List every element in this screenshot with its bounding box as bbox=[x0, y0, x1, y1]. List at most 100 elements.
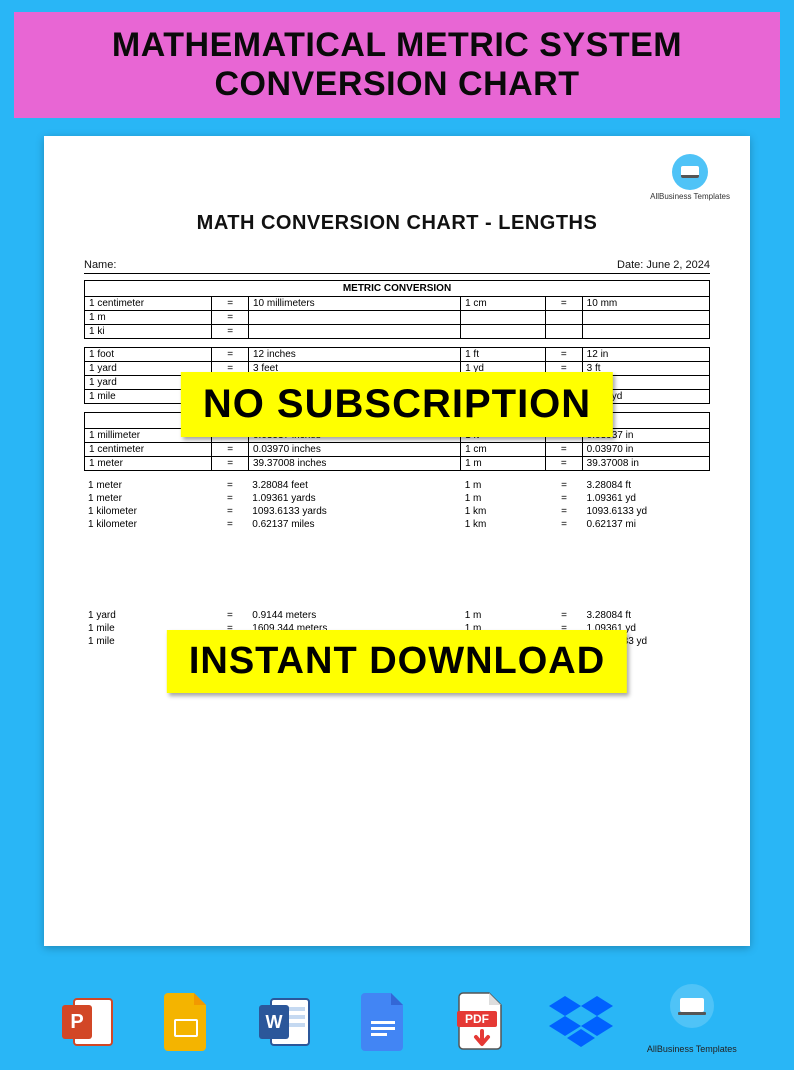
cell: 1093.6133 yards bbox=[248, 505, 460, 518]
document-title: MATH CONVERSION CHART - LENGTHS bbox=[84, 212, 710, 235]
powerpoint-icon[interactable]: P bbox=[57, 990, 121, 1054]
cell: = bbox=[546, 505, 583, 518]
cell bbox=[582, 325, 709, 339]
overlay-no-subscription: NO SUBSCRIPTION bbox=[181, 372, 613, 437]
cell: 1 meter bbox=[85, 457, 212, 471]
cell: 1 ki bbox=[85, 325, 212, 339]
cell: 0.03970 inches bbox=[249, 443, 461, 457]
table-row: 1 kilometer=0.62137 miles1 km=0.62137 mi bbox=[84, 518, 710, 531]
cell: 12 in bbox=[582, 348, 709, 362]
cell: 1 meter bbox=[84, 492, 211, 505]
brand-logo-corner: AllBusiness Templates bbox=[650, 154, 730, 201]
cell: = bbox=[212, 311, 249, 325]
cell bbox=[249, 311, 461, 325]
cell: = bbox=[211, 492, 248, 505]
cell: 1 cm bbox=[461, 297, 546, 311]
cell: 10 millimeters bbox=[249, 297, 461, 311]
cell bbox=[461, 311, 546, 325]
cell: = bbox=[546, 518, 583, 531]
cell: = bbox=[211, 609, 248, 622]
table-row: 1 ki= bbox=[85, 325, 710, 339]
allbusiness-icon[interactable]: AllBusiness Templates bbox=[647, 978, 737, 1054]
cell: = bbox=[212, 325, 249, 339]
cell: = bbox=[212, 348, 249, 362]
pdf-icon[interactable]: PDF bbox=[450, 990, 514, 1054]
document-preview: AllBusiness Templates MATH CONVERSION CH… bbox=[44, 136, 750, 946]
cell: 1 m bbox=[461, 609, 546, 622]
name-date-row: Name: Date: June 2, 2024 bbox=[84, 259, 710, 274]
google-slides-icon[interactable] bbox=[155, 990, 219, 1054]
cell bbox=[249, 325, 461, 339]
cell: 1 m bbox=[461, 479, 546, 492]
laptop-icon bbox=[672, 154, 708, 190]
table-row: 1 meter=1.09361 yards1 m=1.09361 yd bbox=[84, 492, 710, 505]
google-docs-icon[interactable] bbox=[352, 990, 416, 1054]
cell: = bbox=[545, 297, 582, 311]
cell: 1 cm bbox=[461, 443, 546, 457]
date-label: Date: June 2, 2024 bbox=[617, 259, 710, 271]
cell: = bbox=[212, 297, 249, 311]
cell: 1 centimeter bbox=[85, 443, 212, 457]
table-row: 1 m= bbox=[85, 311, 710, 325]
svg-text:W: W bbox=[265, 1012, 282, 1032]
cell: 0.62137 miles bbox=[248, 518, 460, 531]
name-label: Name: bbox=[84, 259, 116, 271]
table-row: 1 meter=3.28084 feet1 m=3.28084 ft bbox=[84, 479, 710, 492]
cell: = bbox=[211, 505, 248, 518]
cell: = bbox=[211, 518, 248, 531]
cell: = bbox=[545, 443, 582, 457]
format-icon-row: P W PDF AllBusiness Templates bbox=[0, 978, 794, 1054]
cell: 3.28084 ft bbox=[582, 479, 710, 492]
metric-to-standard-open: 1 meter=3.28084 feet1 m=3.28084 ft1 mete… bbox=[84, 479, 710, 531]
svg-text:P: P bbox=[70, 1011, 83, 1033]
cell: 1 centimeter bbox=[85, 297, 212, 311]
table-row: 1 centimeter=10 millimeters1 cm=10 mm bbox=[85, 297, 710, 311]
cell: 10 mm bbox=[582, 297, 709, 311]
cell: 1 kilometer bbox=[84, 518, 211, 531]
cell: = bbox=[545, 348, 582, 362]
cell: 1.09361 yd bbox=[582, 492, 710, 505]
table-row: 1 foot=12 inches1 ft=12 in bbox=[85, 348, 710, 362]
cell: = bbox=[212, 457, 249, 471]
cell: 39.37008 inches bbox=[249, 457, 461, 471]
cell bbox=[582, 311, 709, 325]
cell: 1 meter bbox=[84, 479, 211, 492]
brand-label-footer: AllBusiness Templates bbox=[647, 1044, 737, 1054]
banner-title: MATHEMATICAL METRIC SYSTEM CONVERSION CH… bbox=[24, 26, 770, 104]
cell: 1 ft bbox=[461, 348, 546, 362]
svg-text:PDF: PDF bbox=[465, 1012, 489, 1026]
cell: 1 yard bbox=[84, 609, 211, 622]
cell bbox=[545, 325, 582, 339]
cell: 1 kilometer bbox=[84, 505, 211, 518]
dropbox-icon[interactable] bbox=[549, 990, 613, 1054]
cell: 0.62137 mi bbox=[582, 518, 710, 531]
cell: = bbox=[212, 443, 249, 457]
cell: 1093.6133 yd bbox=[582, 505, 710, 518]
cell: 12 inches bbox=[249, 348, 461, 362]
cell: 1 m bbox=[85, 311, 212, 325]
table-row: 1 centimeter=0.03970 inches1 cm=0.03970 … bbox=[85, 443, 710, 457]
brand-label: AllBusiness Templates bbox=[650, 192, 730, 201]
cell: = bbox=[546, 609, 583, 622]
cell: 3.28084 ft bbox=[582, 609, 710, 622]
cell: 1 m bbox=[461, 457, 546, 471]
title-banner: MATHEMATICAL METRIC SYSTEM CONVERSION CH… bbox=[14, 12, 780, 118]
cell: 1 km bbox=[461, 518, 546, 531]
cell: 1 m bbox=[461, 492, 546, 505]
table-row: 1 meter=39.37008 inches1 m=39.37008 in bbox=[85, 457, 710, 471]
cell: 1 foot bbox=[85, 348, 212, 362]
overlay-instant-download: INSTANT DOWNLOAD bbox=[167, 630, 627, 693]
table-header: METRIC CONVERSION bbox=[85, 281, 710, 297]
cell: 1 km bbox=[461, 505, 546, 518]
banner-line1: MATHEMATICAL METRIC SYSTEM bbox=[112, 26, 682, 64]
cell: = bbox=[211, 479, 248, 492]
cell: 0.9144 meters bbox=[248, 609, 460, 622]
cell: = bbox=[545, 457, 582, 471]
word-icon[interactable]: W bbox=[254, 990, 318, 1054]
cell: = bbox=[546, 479, 583, 492]
cell: 39.37008 in bbox=[582, 457, 709, 471]
cell: 1.09361 yards bbox=[248, 492, 460, 505]
banner-line2: CONVERSION CHART bbox=[214, 65, 579, 103]
cell: = bbox=[546, 492, 583, 505]
table-row: 1 kilometer=1093.6133 yards1 km=1093.613… bbox=[84, 505, 710, 518]
